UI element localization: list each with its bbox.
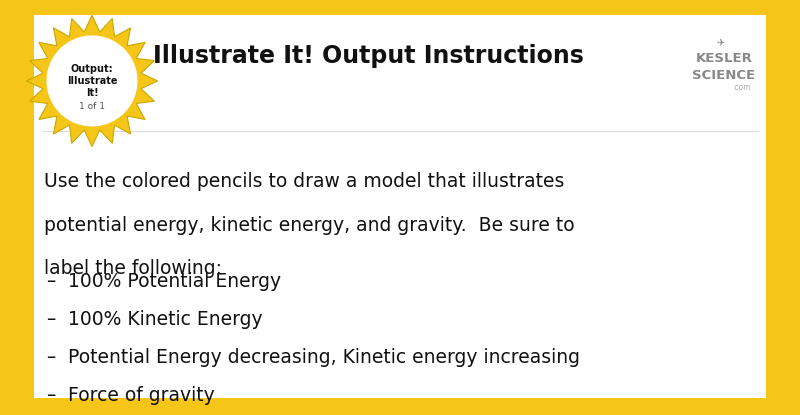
Text: –: –: [46, 348, 56, 367]
Text: .com: .com: [732, 83, 751, 92]
Text: –: –: [46, 310, 56, 329]
Text: Potential Energy decreasing, Kinetic energy increasing: Potential Energy decreasing, Kinetic ene…: [68, 348, 580, 367]
Text: Illustrate It! Output Instructions: Illustrate It! Output Instructions: [153, 44, 583, 68]
Text: Force of gravity: Force of gravity: [68, 386, 214, 405]
Text: KESLER: KESLER: [695, 51, 753, 65]
Text: 100% Potential Energy: 100% Potential Energy: [68, 272, 281, 291]
Text: 100% Kinetic Energy: 100% Kinetic Energy: [68, 310, 262, 329]
Text: ✈: ✈: [716, 39, 724, 49]
Polygon shape: [47, 36, 137, 126]
Text: It!: It!: [86, 88, 98, 98]
Text: potential energy, kinetic energy, and gravity.  Be sure to: potential energy, kinetic energy, and gr…: [44, 216, 574, 235]
Text: label the following:: label the following:: [44, 259, 222, 278]
FancyBboxPatch shape: [34, 15, 766, 398]
Polygon shape: [26, 15, 158, 146]
Text: Output:: Output:: [70, 64, 114, 74]
Text: –: –: [46, 272, 56, 291]
Text: Use the colored pencils to draw a model that illustrates: Use the colored pencils to draw a model …: [44, 172, 564, 191]
Text: –: –: [46, 386, 56, 405]
Text: SCIENCE: SCIENCE: [693, 69, 755, 83]
Text: Illustrate: Illustrate: [66, 76, 118, 86]
Text: 1 of 1: 1 of 1: [79, 102, 105, 111]
